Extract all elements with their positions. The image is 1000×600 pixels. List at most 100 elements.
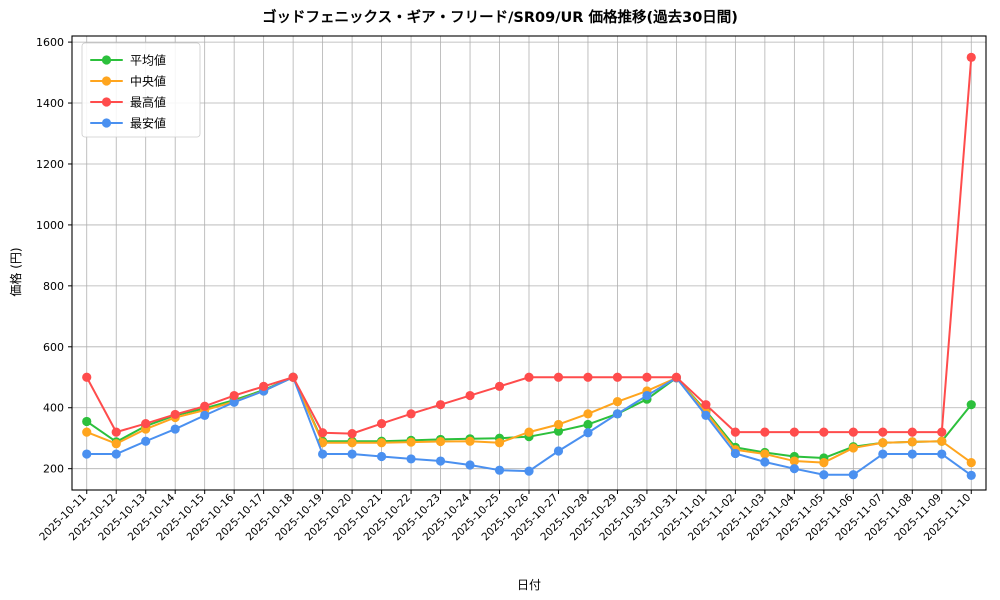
series-2 xyxy=(82,52,976,439)
data-point xyxy=(583,428,593,438)
data-point xyxy=(760,457,770,467)
data-point xyxy=(406,409,416,419)
y-tick-label: 1400 xyxy=(36,97,64,110)
data-point xyxy=(848,443,858,453)
data-point xyxy=(347,429,357,439)
data-point xyxy=(642,390,652,401)
data-point xyxy=(494,465,505,475)
data-point xyxy=(760,449,770,459)
y-tick-label: 200 xyxy=(43,463,64,476)
data-point xyxy=(141,418,151,429)
data-point xyxy=(966,400,976,410)
data-point xyxy=(141,436,151,446)
data-point xyxy=(494,438,505,448)
data-point xyxy=(524,466,534,476)
data-point xyxy=(494,381,505,391)
data-point xyxy=(553,419,564,430)
y-tick-label: 1200 xyxy=(36,158,64,171)
data-point xyxy=(82,372,92,382)
data-point xyxy=(170,409,180,420)
data-point xyxy=(435,400,446,410)
data-point xyxy=(583,409,593,419)
data-point xyxy=(376,451,387,462)
data-point xyxy=(200,401,210,411)
data-point xyxy=(819,427,829,437)
data-point xyxy=(819,457,829,468)
legend-label: 平均値 xyxy=(130,53,166,68)
data-point xyxy=(553,426,564,436)
data-point xyxy=(789,464,799,474)
data-point xyxy=(730,427,740,437)
data-point xyxy=(111,439,121,449)
data-point xyxy=(229,397,239,407)
data-point xyxy=(318,449,328,459)
data-point xyxy=(376,418,387,429)
data-point xyxy=(907,437,917,447)
data-point xyxy=(760,427,770,437)
data-point xyxy=(937,427,947,437)
y-axis-label: 価格 (円) xyxy=(8,247,23,296)
data-point xyxy=(170,424,180,434)
legend-marker-swatch xyxy=(101,55,112,65)
data-point xyxy=(82,416,92,427)
data-point xyxy=(583,372,593,382)
data-point xyxy=(848,470,858,480)
data-point xyxy=(524,427,534,437)
data-point xyxy=(229,390,239,401)
legend-label: 中央値 xyxy=(130,74,166,89)
data-point xyxy=(937,436,947,446)
data-point xyxy=(730,448,740,459)
y-tick-label: 800 xyxy=(43,280,64,293)
data-point xyxy=(878,427,888,437)
data-point xyxy=(435,436,446,447)
x-axis-label: 日付 xyxy=(517,578,541,592)
data-point xyxy=(642,372,652,382)
data-point xyxy=(701,400,711,410)
data-point xyxy=(82,427,92,437)
data-point xyxy=(347,438,357,448)
legend-label: 最安値 xyxy=(130,116,166,131)
data-point xyxy=(878,449,888,459)
data-point xyxy=(465,460,475,470)
data-point xyxy=(318,438,328,448)
y-tick-labels: 200 400 600 800 1000 1200 1400 1600 xyxy=(36,36,64,476)
data-point xyxy=(612,397,623,407)
data-point xyxy=(318,428,328,438)
data-point xyxy=(347,449,357,459)
data-point xyxy=(583,419,593,430)
data-point xyxy=(376,438,387,448)
data-point xyxy=(907,449,917,459)
data-point xyxy=(406,454,416,464)
data-point xyxy=(111,427,121,437)
chart-title: ゴッドフェニックス・ギア・フリード/SR09/UR 価格推移(過去30日間) xyxy=(262,8,738,26)
data-point xyxy=(907,427,917,437)
data-point xyxy=(789,456,799,466)
data-point xyxy=(937,449,947,459)
data-point xyxy=(848,427,858,437)
data-point xyxy=(671,372,682,382)
data-point xyxy=(966,52,976,62)
legend-label: 最高値 xyxy=(130,95,166,110)
y-tick-label: 1600 xyxy=(36,36,64,49)
axes-layer xyxy=(68,35,987,494)
data-point xyxy=(200,410,210,420)
data-point xyxy=(524,372,534,382)
data-point xyxy=(288,372,298,382)
y-tick-label: 1000 xyxy=(36,219,64,232)
data-point xyxy=(553,446,564,456)
data-point xyxy=(966,470,976,480)
data-point xyxy=(612,409,623,419)
data-point xyxy=(701,410,711,420)
data-point xyxy=(111,449,121,459)
data-point xyxy=(406,437,416,447)
y-tick-label: 600 xyxy=(43,341,64,354)
data-point xyxy=(612,372,623,382)
plot-series-layer xyxy=(82,52,976,480)
data-point xyxy=(82,449,92,459)
legend-marker-swatch xyxy=(101,97,112,107)
data-point xyxy=(819,470,829,480)
data-point xyxy=(465,436,475,446)
